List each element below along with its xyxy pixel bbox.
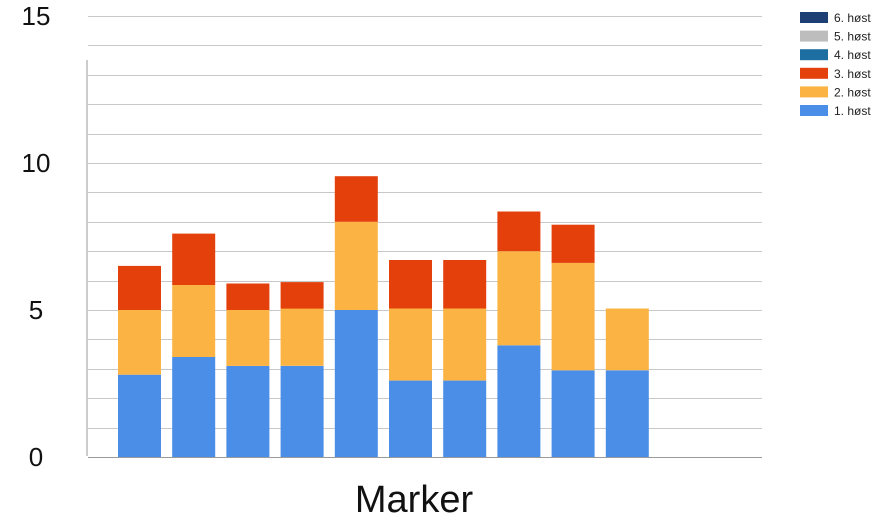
bar-segment [605, 370, 649, 457]
bar-segment [280, 365, 324, 457]
legend-label: 5. høst [834, 30, 871, 44]
bar-segment [497, 345, 541, 457]
bar-segment [551, 263, 595, 371]
bar-segment [118, 374, 161, 457]
legend-label: 1. høst [834, 104, 871, 118]
legend-label: 2. høst [834, 85, 871, 99]
bar-segment [443, 308, 487, 381]
bar-segment [226, 365, 270, 457]
legend-swatch [800, 67, 828, 79]
bar-segment [118, 265, 161, 310]
bar-segment [226, 283, 270, 310]
x-axis-title: Marker [355, 479, 474, 515]
bar-segment [334, 176, 378, 222]
bar-segment [497, 211, 541, 252]
bar-segment [226, 310, 270, 366]
legend-swatch [800, 105, 828, 116]
bar-segment [605, 308, 649, 371]
y-tick-label: 5 [29, 295, 43, 325]
legend: 6. høst 5. høst 4. høst 3. høst 2. høst 1. hø… [800, 11, 871, 118]
bar-segment [551, 370, 595, 457]
bar-segment [389, 260, 432, 309]
y-tick-label: 10 [22, 148, 51, 178]
bar-segment [172, 285, 216, 357]
bar-segment [551, 224, 595, 263]
bar-segment [389, 380, 432, 457]
legend-label: 4. høst [834, 48, 871, 62]
bar-segment [443, 380, 487, 457]
bars [118, 176, 649, 457]
bar-segment [389, 308, 432, 381]
legend-label: 3. høst [834, 67, 871, 81]
bar-segment [172, 233, 216, 285]
bar-segment [443, 260, 487, 309]
bar-segment [280, 308, 324, 366]
bar-segment [497, 251, 541, 346]
bar-segment [172, 357, 216, 457]
legend-swatch [800, 30, 828, 42]
y-tick-labels: 0 5 10 15 [22, 1, 51, 472]
y-tick-label: 15 [22, 1, 51, 31]
y-tick-label: 0 [29, 442, 43, 472]
bar-segment [334, 221, 378, 310]
legend-swatch [800, 49, 828, 61]
legend-swatch [800, 86, 828, 98]
legend-label: 6. høst [834, 11, 871, 25]
bar-segment [118, 310, 161, 375]
bar-segment [334, 310, 378, 457]
bar-segment [280, 282, 324, 309]
legend-swatch [800, 12, 828, 23]
